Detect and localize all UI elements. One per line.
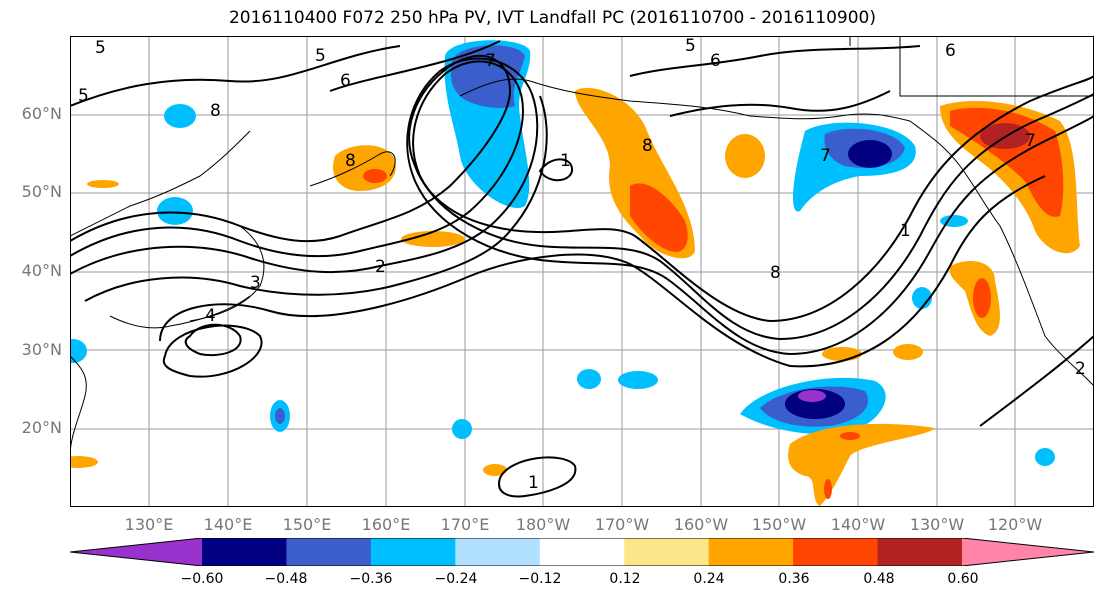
colorbar-swatch (877, 538, 963, 566)
colorbar-tick: 0.12 (609, 571, 641, 587)
contour-label: 6 (710, 51, 721, 71)
lon-label: 160°E (361, 515, 411, 534)
lat-label-40n: 40°N (21, 261, 62, 280)
contour-label-group: 5 5 5 5 6 6 6 7 7 7 8 8 8 8 1 1 1 2 2 3 … (78, 36, 1086, 493)
contour-label: 5 (685, 36, 696, 56)
colorbar (70, 538, 1094, 566)
colorbar-swatch (286, 538, 372, 566)
colorbar-tick: −0.60 (180, 571, 224, 587)
contour-label: 2 (1075, 359, 1086, 379)
pos-blob-dateline-core (630, 183, 688, 252)
lat-label-20n: 20°N (21, 418, 62, 437)
contour-label: 8 (345, 151, 356, 171)
neg-blob-gulf-peak (848, 140, 892, 168)
colorbar-swatch (539, 538, 625, 566)
colorbar-tick: 0.36 (778, 571, 810, 587)
contour-label: 1 (900, 221, 911, 241)
neg-blob-west-core (275, 408, 285, 424)
lon-label: 140°E (203, 515, 253, 534)
lon-label: 150°W (751, 515, 807, 534)
colorbar-extend-low (70, 538, 202, 566)
neg-blob-japan (157, 197, 193, 225)
negative-anomalies (70, 40, 1055, 466)
pv-contours (70, 40, 1094, 498)
colorbar-swatch (624, 538, 710, 566)
colorbar-swatch (793, 538, 879, 566)
colorbar-tick: 0.60 (947, 571, 979, 587)
lon-label: 170°W (594, 515, 650, 534)
contour-label: 7 (1025, 131, 1036, 151)
neg-blob-okhotsk (164, 104, 196, 128)
lat-label-60n: 60°N (21, 104, 62, 123)
colorbar-swatch (370, 538, 456, 566)
lon-label: 160°W (673, 515, 729, 534)
colorbar-tick: 0.24 (693, 571, 725, 587)
contour-label: 5 (78, 86, 89, 106)
colorbar-tick: −0.36 (349, 571, 393, 587)
contour-label: 6 (340, 71, 351, 91)
map-panel: 5 5 5 5 6 6 6 7 7 7 8 8 8 8 1 1 1 2 2 3 … (70, 36, 1094, 507)
colorbar-tick: −0.48 (264, 571, 308, 587)
colorbar-swatch (708, 538, 794, 566)
contour-label: 3 (250, 273, 261, 293)
colorbar-tick: −0.12 (518, 571, 562, 587)
lon-label: 130°E (124, 515, 174, 534)
lon-label: 150°E (282, 515, 332, 534)
lat-label-30n: 30°N (21, 340, 62, 359)
neg-blob-subtropical-peak (798, 390, 826, 402)
contour-label: 8 (642, 136, 653, 156)
contour-label: 8 (770, 263, 781, 283)
map-title: 2016110400 F072 250 hPa PV, IVT Landfall… (228, 8, 876, 28)
contour-label: 4 (205, 306, 216, 326)
lon-label: 130°W (909, 515, 965, 534)
colorbar-tick: 0.48 (863, 571, 895, 587)
neg-blob-bering-core (450, 45, 525, 108)
lon-label: 170°E (440, 515, 490, 534)
lon-label: 120°W (987, 515, 1043, 534)
contour-label: 1 (560, 151, 571, 171)
contour-label: 5 (95, 38, 106, 58)
contour-label: 2 (375, 257, 386, 277)
coastlines (70, 36, 1094, 457)
contour-label: 6 (945, 41, 956, 61)
colorbar-tick: −0.24 (434, 571, 478, 587)
contour-label: 5 (315, 46, 326, 66)
contour-label: 7 (485, 51, 496, 71)
lat-label-50n: 50°N (21, 182, 62, 201)
lon-label: 180°W (515, 515, 571, 534)
positive-anomalies (70, 87, 1080, 506)
contour-label: 1 (528, 473, 539, 493)
lon-label: 140°W (830, 515, 886, 534)
colorbar-swatch (455, 538, 541, 566)
colorbar-extend-high (962, 538, 1094, 566)
contour-label: 8 (210, 101, 221, 121)
colorbar-swatch (202, 538, 287, 566)
pos-blob-subtropical (788, 423, 935, 506)
contour-label: 7 (820, 146, 831, 166)
